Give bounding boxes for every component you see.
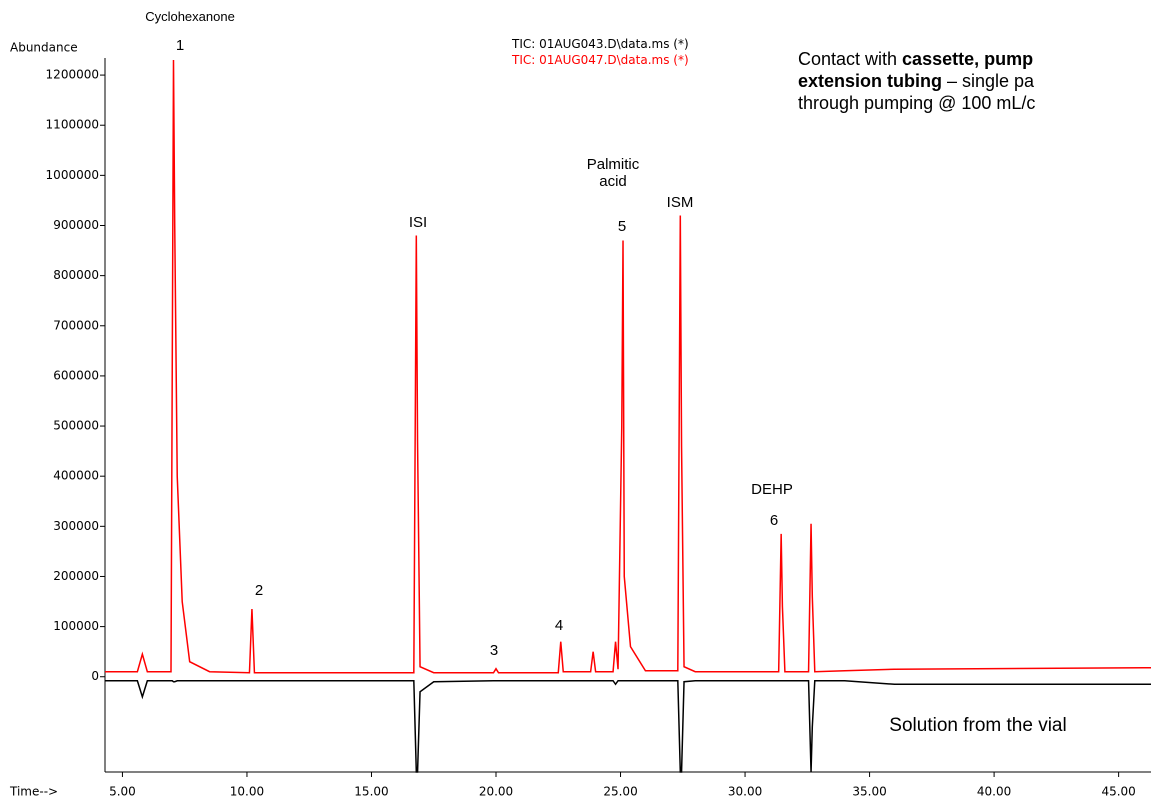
note-text: cassette, pump <box>902 49 1034 69</box>
note-text: Contact with <box>798 49 903 69</box>
annotation: Solution from the vial <box>889 715 1067 736</box>
trace <box>105 680 1151 773</box>
y-axis-label: Abundance <box>10 41 78 55</box>
x-tick-label: 40.00 <box>977 785 1011 799</box>
legend-entry: TIC: 01AUG047.D\data.ms (*) <box>512 53 689 67</box>
y-tick-label: 200000 <box>53 569 99 583</box>
y-tick-label: 1100000 <box>46 118 99 132</box>
y-tick-label: 1000000 <box>46 168 99 182</box>
note-text: extension tubing <box>798 71 942 91</box>
x-tick-label: 45.00 <box>1101 785 1135 799</box>
y-tick-label: 0 <box>91 669 99 683</box>
x-tick-label: 30.00 <box>728 785 762 799</box>
note-line: extension tubing – single pa <box>798 70 1035 92</box>
x-tick-label: 20.00 <box>479 785 513 799</box>
x-tick-label: 25.00 <box>603 785 637 799</box>
note-line: through pumping @ 100 mL/c <box>798 92 1035 114</box>
y-tick-label: 400000 <box>53 469 99 483</box>
y-tick-label: 800000 <box>53 268 99 282</box>
annotation: DEHP <box>751 481 793 498</box>
x-tick-label: 15.00 <box>354 785 388 799</box>
y-tick-label: 1200000 <box>46 68 99 82</box>
y-tick-label: 900000 <box>53 218 99 232</box>
y-tick-label: 600000 <box>53 368 99 382</box>
x-axis-label: Time--> <box>9 785 58 799</box>
x-tick-label: 10.00 <box>230 785 264 799</box>
note: Contact with cassette, pump extension tub… <box>798 48 1035 114</box>
x-tick-label: 35.00 <box>852 785 886 799</box>
annotation: Cyclohexanone <box>145 9 235 24</box>
y-tick-label: 100000 <box>53 619 99 633</box>
y-tick-label: 700000 <box>53 318 99 332</box>
annotation: 3 <box>489 642 499 659</box>
note-text: through pumping @ 100 mL/c <box>798 93 1036 113</box>
annotation: ISI <box>408 214 428 231</box>
y-tick-label: 300000 <box>53 519 99 533</box>
y-tick-label: 500000 <box>53 419 99 433</box>
note-text: – single pa <box>942 71 1035 91</box>
note-line: Contact with cassette, pump <box>798 48 1035 70</box>
annotation: 2 <box>254 582 264 599</box>
legend-entry: TIC: 01AUG043.D\data.ms (*) <box>512 37 689 51</box>
annotation: 1 <box>175 37 185 54</box>
annotation: 4 <box>554 617 564 634</box>
annotation: Palmitic acid <box>586 156 640 190</box>
annotation: ISM <box>666 194 694 211</box>
trace <box>105 60 1151 674</box>
x-tick-label: 5.00 <box>109 785 136 799</box>
annotation: 5 <box>617 218 627 235</box>
annotation: 6 <box>769 512 779 529</box>
